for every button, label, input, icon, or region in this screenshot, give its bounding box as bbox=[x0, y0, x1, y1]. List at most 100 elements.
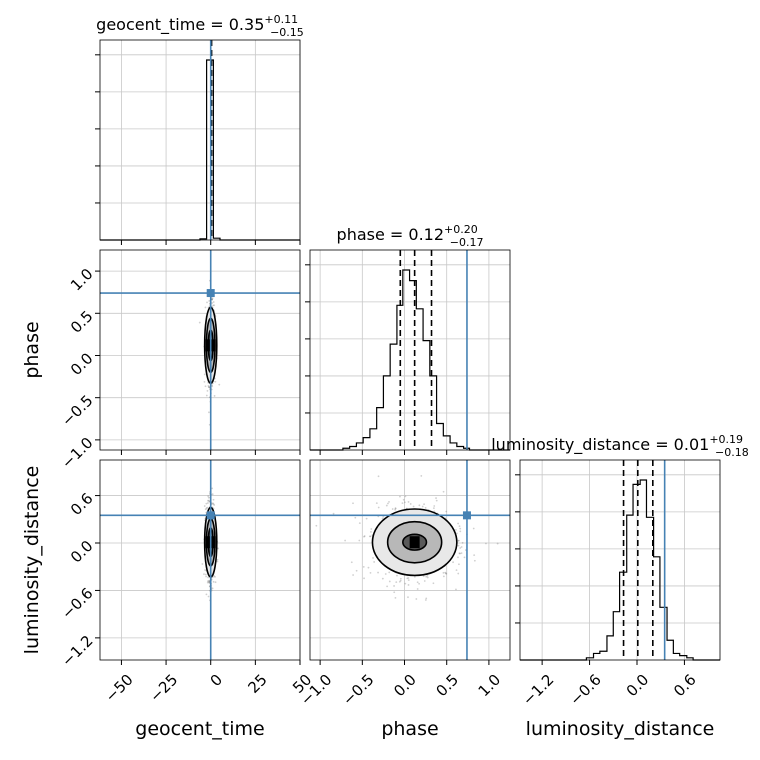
sample-point bbox=[211, 487, 214, 490]
marginal-title-main: luminosity_distance = 0.01 bbox=[491, 435, 709, 455]
sample-point bbox=[212, 304, 215, 307]
sample-point bbox=[354, 516, 357, 519]
x-tick-label-phase: 0.0 bbox=[390, 671, 420, 701]
sample-point bbox=[203, 505, 206, 507]
sample-point bbox=[424, 599, 427, 601]
panel-frame bbox=[99, 39, 301, 241]
marginal-title-sub: −0.15 bbox=[270, 26, 304, 39]
sample-point bbox=[211, 302, 214, 304]
data-layer bbox=[100, 40, 720, 661]
sample-point bbox=[377, 571, 379, 574]
sample-point bbox=[391, 508, 394, 510]
sample-point bbox=[393, 585, 395, 587]
x-axis-label-geocent_time: geocent_time bbox=[135, 718, 264, 740]
sample-point bbox=[384, 573, 387, 575]
sample-point bbox=[213, 395, 216, 397]
histogram-bar-luminosity_distance bbox=[673, 653, 679, 660]
marginal-title-sup: +0.20 bbox=[444, 223, 478, 236]
x-tick-label-luminosity_distance: −1.2 bbox=[519, 671, 557, 709]
sample-point bbox=[207, 595, 210, 598]
marginal-title-sub: −0.18 bbox=[715, 446, 749, 459]
injection-marker bbox=[206, 511, 215, 520]
sample-point bbox=[369, 571, 372, 574]
y-tick-label-luminosity_distance: 0.6 bbox=[67, 489, 97, 519]
sample-point bbox=[425, 597, 428, 600]
sample-point bbox=[463, 556, 466, 559]
sample-point bbox=[458, 563, 460, 566]
sample-point bbox=[423, 503, 425, 506]
y-tick-label-luminosity_distance: 0.0 bbox=[67, 537, 97, 567]
joint-panel-geocent_time-luminosity_distance bbox=[100, 460, 300, 660]
sample-point bbox=[407, 584, 410, 586]
marginal-title-sup: +0.11 bbox=[264, 13, 298, 26]
sample-point bbox=[201, 563, 204, 565]
sample-point bbox=[388, 580, 391, 583]
sample-point bbox=[203, 373, 206, 376]
sample-point bbox=[442, 571, 445, 574]
sample-point bbox=[377, 506, 380, 509]
sample-point bbox=[206, 301, 208, 304]
sample-point bbox=[496, 542, 499, 545]
sample-point bbox=[207, 496, 210, 499]
sample-point bbox=[460, 546, 463, 548]
sample-point bbox=[407, 501, 410, 503]
sample-point bbox=[418, 582, 420, 585]
sample-point bbox=[204, 385, 207, 388]
y-axis-label-luminosity_distance: luminosity_distance bbox=[21, 466, 43, 655]
y-tick-label-phase: 1.0 bbox=[67, 265, 97, 295]
sample-point bbox=[381, 577, 384, 580]
x-tick-label-phase: 1.0 bbox=[475, 671, 505, 701]
histogram-bar-luminosity_distance bbox=[660, 607, 667, 660]
sample-point bbox=[387, 502, 389, 505]
joint-panel-geocent_time-phase bbox=[100, 250, 300, 450]
sample-point bbox=[350, 561, 353, 564]
sample-point bbox=[205, 593, 208, 596]
histogram-bar-luminosity_distance bbox=[667, 640, 673, 660]
y-tick-label-phase: 0.5 bbox=[67, 307, 97, 337]
histogram-geocent_time bbox=[100, 59, 300, 241]
sample-point bbox=[426, 574, 429, 577]
marginal-title-sup: +0.19 bbox=[709, 433, 743, 446]
sample-point bbox=[352, 574, 354, 576]
sample-point bbox=[418, 504, 421, 507]
sample-point bbox=[205, 507, 208, 510]
sample-point bbox=[445, 510, 448, 513]
sample-point bbox=[457, 539, 460, 542]
joint-panel-phase-luminosity_distance bbox=[310, 460, 510, 660]
sample-point bbox=[373, 561, 376, 563]
marginal-title-sub: −0.17 bbox=[450, 236, 484, 249]
sample-point bbox=[404, 495, 407, 498]
sample-point bbox=[358, 539, 361, 542]
x-tick-label-geocent_time: −50 bbox=[102, 671, 137, 706]
x-axis-label-luminosity_distance: luminosity_distance bbox=[526, 718, 715, 740]
sample-point bbox=[382, 515, 385, 518]
sample-point bbox=[367, 566, 370, 569]
sample-point bbox=[399, 495, 401, 498]
sample-point bbox=[216, 560, 219, 563]
sample-point bbox=[211, 493, 214, 496]
sample-point bbox=[208, 580, 211, 583]
sample-point bbox=[211, 298, 214, 301]
histogram-bar-phase bbox=[377, 408, 384, 450]
sample-point bbox=[369, 535, 372, 538]
histogram-bar-phase bbox=[403, 270, 410, 450]
sample-point bbox=[420, 475, 423, 477]
sample-point bbox=[208, 579, 211, 582]
sample-point bbox=[352, 502, 354, 505]
sample-point bbox=[216, 558, 219, 561]
sample-point bbox=[394, 508, 397, 511]
y-tick-label-luminosity_distance: −0.6 bbox=[58, 584, 96, 622]
x-tick-label-geocent_time: 0 bbox=[207, 671, 226, 690]
sample-point bbox=[457, 522, 460, 525]
sample-point bbox=[457, 572, 460, 575]
sample-point bbox=[207, 576, 209, 579]
sample-point bbox=[401, 502, 404, 504]
panel-frame bbox=[309, 249, 511, 451]
injection-marker bbox=[462, 511, 471, 520]
panel-frame bbox=[99, 249, 301, 451]
sample-point bbox=[459, 530, 462, 533]
sample-point bbox=[368, 535, 371, 538]
sample-point bbox=[444, 571, 447, 574]
sample-point bbox=[432, 507, 435, 510]
marginal-title-phase: phase = 0.12+0.20 −0.17 bbox=[337, 223, 484, 249]
